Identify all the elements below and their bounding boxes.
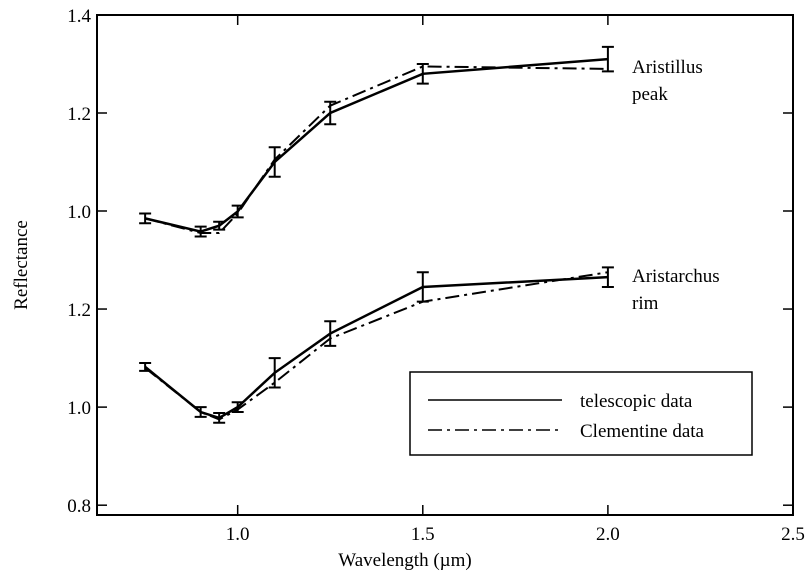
annotation: Aristarchus [632,266,720,287]
y-tick-label: 1.2 [67,104,91,125]
error-bar [194,406,207,418]
legend-label: telescopic data [580,391,693,412]
annotation: rim [632,293,659,314]
y-tick-label: 1.0 [67,202,91,223]
error-bar [324,320,337,347]
y-tick-label: 1.2 [67,300,91,321]
plot-frame [96,14,794,516]
error-bar [194,225,207,238]
legend-label: Clementine data [580,421,705,442]
y-tick-label: 1.4 [67,6,91,27]
error-bar [268,357,281,389]
y-axis-label: Reflectance [11,220,32,310]
x-tick-label: 1.5 [411,524,435,545]
error-bar [268,146,281,178]
legend-box [409,371,753,456]
annotation: Aristillus [632,57,703,78]
x-axis-label: Wavelength (µm) [338,550,471,571]
error-bar [601,266,614,288]
error-bar [213,412,226,424]
series-line [144,65,608,235]
y-tick-label: 0.8 [67,496,91,517]
x-tick-label: 2.5 [781,524,805,545]
series-line [144,57,608,233]
x-tick-label: 1.0 [226,524,250,545]
error-bar [601,45,614,73]
annotation: peak [632,84,668,105]
x-tick-label: 2.0 [596,524,620,545]
error-bar [231,204,244,219]
y-tick-label: 1.0 [67,398,91,419]
series-line [144,271,609,421]
